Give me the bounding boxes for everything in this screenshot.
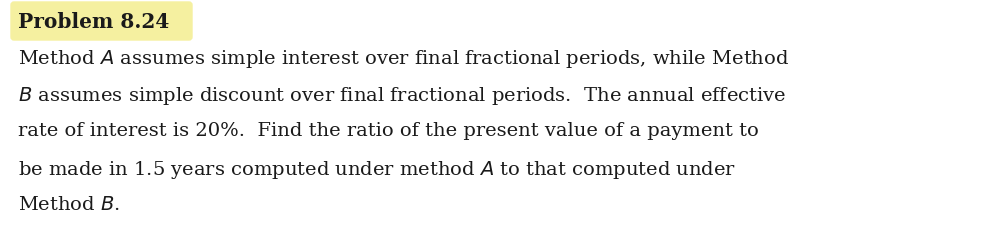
- FancyBboxPatch shape: [11, 2, 192, 40]
- Text: Problem 8.24: Problem 8.24: [18, 12, 169, 32]
- Text: be made in 1.5 years computed under method $A$ to that computed under: be made in 1.5 years computed under meth…: [18, 159, 736, 181]
- Text: rate of interest is 20%.  Find the ratio of the present value of a payment to: rate of interest is 20%. Find the ratio …: [18, 122, 759, 140]
- Text: $B$ assumes simple discount over final fractional periods.  The annual effective: $B$ assumes simple discount over final f…: [18, 85, 786, 107]
- Text: Method $A$ assumes simple interest over final fractional periods, while Method: Method $A$ assumes simple interest over …: [18, 48, 789, 70]
- Text: Method $B$.: Method $B$.: [18, 196, 120, 214]
